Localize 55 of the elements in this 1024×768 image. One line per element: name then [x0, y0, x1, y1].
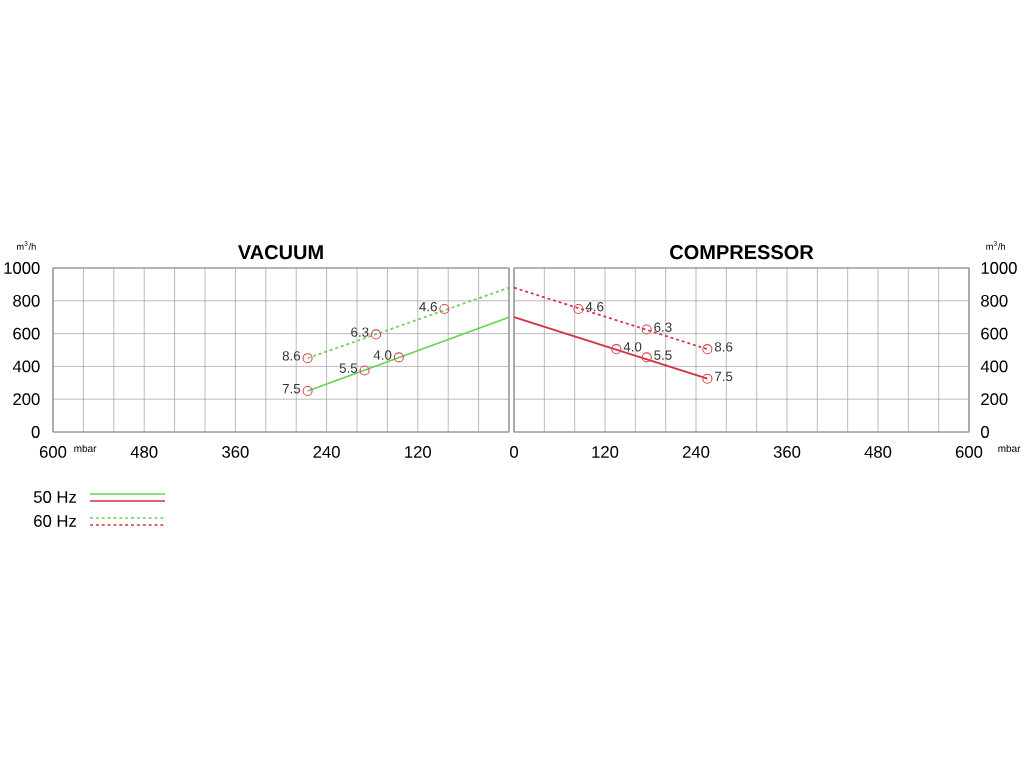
x-axis-title: mbar	[998, 444, 1021, 453]
annotation: 4.6	[419, 301, 437, 312]
annotation: 6.3	[654, 322, 672, 332]
x-tick-label: 600	[39, 446, 67, 458]
annotation: 7.5	[715, 371, 733, 382]
point	[573, 303, 584, 315]
annotation: 8.6	[714, 342, 733, 352]
point	[611, 344, 622, 355]
point	[302, 353, 313, 364]
annotation: 4.0	[373, 350, 392, 360]
y-tick-label: 200	[981, 393, 1008, 406]
legend-label: 60 Hz	[34, 515, 76, 527]
x-tick-label: 480	[864, 446, 892, 458]
y-tick-label: 400	[12, 360, 40, 373]
x-tick-label: 600	[955, 446, 983, 458]
point	[702, 373, 713, 384]
point	[702, 344, 713, 355]
annotation: 7.5	[282, 384, 301, 394]
x-tick-label: 480	[130, 446, 158, 458]
annotation: 6.3	[351, 327, 369, 337]
point	[641, 352, 652, 363]
y-axis-title: m$^{3}$/h	[986, 241, 1006, 250]
x-tick-label: 360	[773, 446, 801, 458]
chart-title: VACUUM	[238, 245, 323, 260]
y-tick-label: 600	[981, 327, 1008, 340]
y-tick-label: 0	[981, 426, 989, 438]
annotation: 4.6	[585, 301, 604, 312]
y-tick-label: 400	[980, 360, 1008, 373]
point	[439, 303, 450, 315]
y-tick-label: 200	[13, 393, 40, 406]
y-tick-label: 0	[31, 426, 40, 438]
chart-title: COMPRESSOR	[670, 245, 814, 260]
legend-label: 50 Hz	[33, 491, 76, 503]
point	[393, 352, 404, 363]
point	[641, 324, 652, 335]
point	[302, 385, 313, 397]
y-tick-label: 800	[981, 294, 1008, 307]
x-tick-label: 240	[682, 446, 710, 458]
y-axis-title: m$^{3}$/h	[16, 241, 36, 250]
point	[370, 329, 382, 340]
y-tick-label: 800	[13, 294, 40, 307]
x-axis-title: mbar	[74, 444, 97, 453]
annotation: 5.5	[654, 350, 672, 360]
y-tick-label: 1000	[981, 262, 1017, 274]
x-tick-label: 360	[222, 446, 249, 458]
x-tick-label: 240	[313, 446, 340, 458]
annotation: 8.6	[282, 351, 301, 361]
x-tick-label: 120	[592, 446, 619, 458]
y-tick-label: 600	[13, 327, 40, 340]
x-tick-label: 120	[405, 446, 432, 458]
point	[359, 365, 370, 376]
annotation: 4.0	[623, 342, 642, 352]
annotation: 5.5	[339, 363, 358, 373]
y-tick-label: 1000	[4, 262, 40, 274]
x-tick-label: 0	[510, 446, 518, 458]
